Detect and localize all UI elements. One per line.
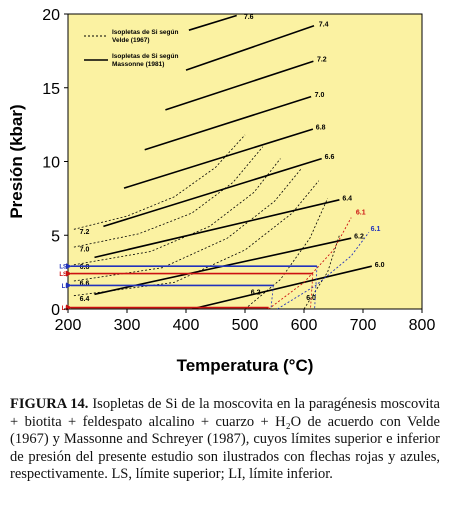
massonne-isopleth-7.2 [165,60,314,111]
massonne-isopleth-label: 6.2 [354,234,364,241]
massonne-isopleth-7.0 [144,95,312,151]
velde-isopleth-label: 6.6 [80,280,90,287]
red-arrow-label: LS [59,272,67,278]
velde-isopleth-6.6 [73,168,302,282]
upper-limit-isopleth-label: 6.1 [356,210,366,217]
y-tick-label: 20 [42,7,60,24]
y-tick-label: 10 [42,155,60,172]
massonne-isopleth-6.6 [103,157,322,228]
y-axis-title: Presión (kbar) [7,104,26,218]
x-tick-label: 600 [291,317,318,334]
x-tick-label: 500 [232,317,259,334]
massonne-isopleth-label: 7.6 [244,14,254,21]
massonne-isopleth-label: 7.2 [317,57,327,64]
velde-isopleths: 7.27.06.86.66.46.26.0 [73,134,340,309]
axes: 200 300 400 500 600 700 800 0 5 10 15 20 Temperatura… [7,7,435,375]
massonne-isopleth-label: 7.0 [315,92,325,99]
caption-text: Isopletas de Si de la moscovita en la pa… [10,396,440,483]
plot-area [67,13,423,310]
x-tick-label: 400 [173,317,200,334]
velde-isopleth-label: 6.2 [251,289,261,296]
x-tick-label: 800 [409,317,436,334]
velde-isopleth-6.8 [73,158,281,266]
isopleth-chart: 7.2 7.0 6.8 6.6 6.4 6.2 6.0 7.6 7.4 7.2 7.0 6.8 6.6… [7,7,435,375]
massonne-isopleth-label: 6.8 [316,125,326,132]
velde-isopleth-7.2 [73,134,246,230]
velde-isopleth-label: 7.0 [80,246,90,253]
y-tick-label: 5 [51,228,60,245]
lower-limit-isopleth-label: 6.1 [371,226,381,233]
massonne-isopleth-label: 7.4 [319,21,329,28]
massonne-isopleth-label: 6.6 [325,154,335,161]
massonne-isopleth-7.4 [185,25,315,71]
velde-isopleth-6.4 [73,180,320,297]
figure-caption: FIGURA 14. Isopletas de Si de la moscovi… [10,396,440,484]
caption-label: FIGURA 14. [10,396,89,412]
blue-arrow-label: LI [62,284,68,290]
y-tick-label: 0 [51,302,60,319]
lower-limit-isopleth [277,232,370,309]
velde-isopleth-7.0 [73,146,264,248]
massonne-isopleth-7.6 [188,14,237,31]
legend-label: Isopletas de Si según [112,29,178,36]
x-axis-title: Temperatura (°C) [177,356,314,375]
massonne-isopleth-label: 6.4 [342,195,352,202]
y-tick-label: 15 [42,81,60,98]
massonne-isopleth-6.0 [191,265,372,309]
velde-isopleth-label: 6.4 [80,296,90,303]
massonne-isopleth-6.4 [94,199,340,259]
x-tick-label: 700 [350,317,377,334]
velde-isopleth-label: 7.2 [80,229,90,236]
velde-isopleth-label: 6.8 [80,264,90,271]
x-tick-label: 300 [114,317,141,334]
x-tick-label: 200 [55,317,82,334]
massonne-isopleth-6.8 [123,128,314,189]
arrow-drop-line [310,273,314,310]
blue-arrow-label: LS [59,265,67,271]
legend-label: Isopletas de Si según [112,53,178,60]
arrow-drop-line [314,266,318,310]
velde-isopleth-6.0 [303,235,340,309]
limit-isopleths: 6.1 6.1 [268,210,381,309]
legend-label: Velde (1967) [112,37,150,44]
arrow-drop-line [266,307,269,310]
legend-label: Massonne (1981) [112,61,164,68]
massonne-isopleth-label: 6.0 [375,262,385,269]
